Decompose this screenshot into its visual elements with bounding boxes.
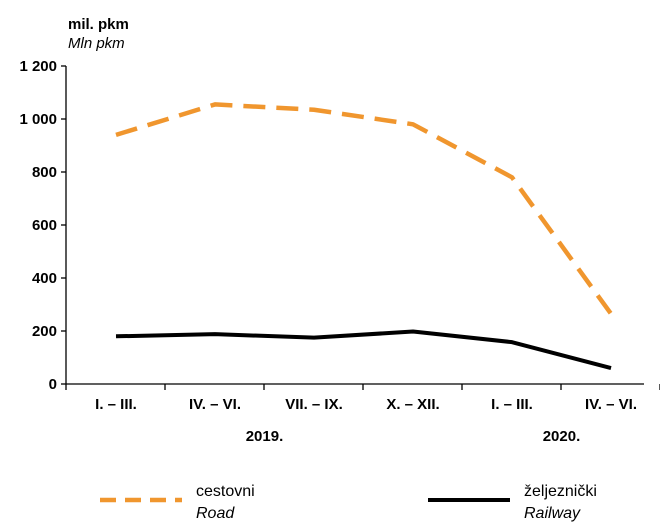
legend-label-english: Road: [196, 505, 235, 522]
axes: 0 200 400 600 800 1 000 1 200 I. – III. IV. – VI…: [19, 58, 660, 445]
series-line-railway: [115, 329, 612, 371]
x-tick-label: VII. – IX.: [285, 396, 343, 413]
y-axis-label-english: Mln pkm: [68, 35, 125, 52]
y-tick-label: 1 200: [19, 58, 57, 75]
y-axis-label: mil. pkm: [68, 16, 129, 33]
y-tick-label: 200: [32, 323, 57, 340]
y-tick-label: 800: [32, 164, 57, 181]
legend-label: cestovni: [196, 483, 255, 500]
series-line-road: [115, 102, 613, 316]
legend: cestovni Road željeznički Railway: [100, 483, 597, 522]
y-tick-label: 0: [49, 376, 57, 393]
x-tick-label: IV. – VI.: [189, 396, 241, 413]
x-tick-label: IV. – VI.: [585, 396, 637, 413]
y-tick-label: 600: [32, 217, 57, 234]
y-tick-label: 400: [32, 270, 57, 287]
year-label: 2020.: [543, 428, 581, 445]
legend-label: željeznički: [524, 483, 597, 500]
x-tick-label: X. – XII.: [386, 396, 439, 413]
legend-label-english: Railway: [524, 505, 581, 522]
series-layer: [115, 102, 613, 371]
x-tick-label: I. – III.: [95, 396, 137, 413]
x-tick-label: I. – III.: [491, 396, 533, 413]
year-label: 2019.: [246, 428, 284, 445]
y-tick-label: 1 000: [19, 111, 57, 128]
